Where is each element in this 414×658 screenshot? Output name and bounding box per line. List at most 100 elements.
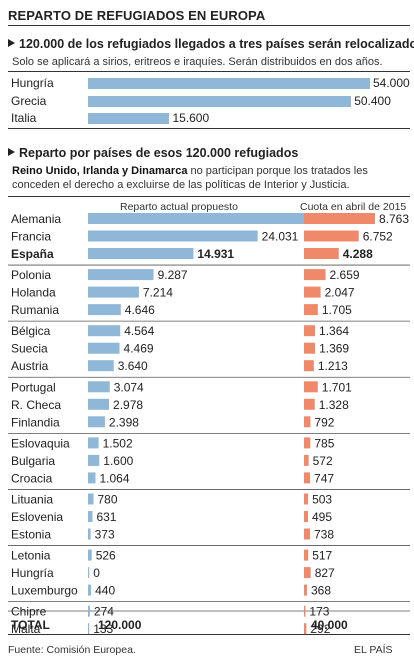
proposed-bar — [88, 454, 100, 466]
quota-bar — [304, 605, 306, 617]
proposed-bar — [88, 623, 90, 635]
quota-bar — [304, 567, 311, 579]
quota-bar — [304, 213, 375, 224]
proposed-bar — [88, 528, 91, 540]
proposed-value-label: 1.502 — [103, 436, 133, 450]
country-label: Chipre — [11, 605, 47, 619]
country-label: Bulgaria — [11, 454, 55, 468]
chart1-value-label: 15.600 — [172, 111, 210, 125]
quota-bar — [304, 437, 311, 449]
proposed-bar — [88, 493, 94, 505]
quota-value-label: 2.659 — [330, 268, 360, 282]
quota-value-label: 517 — [312, 549, 332, 563]
proposed-bar — [88, 213, 310, 224]
proposed-bar — [88, 360, 114, 372]
quota-bar — [304, 269, 326, 281]
total-col2: 40.000 — [311, 618, 348, 632]
chart1-bar — [88, 78, 370, 89]
country-label: Rumania — [11, 303, 59, 317]
quota-value-label: 827 — [315, 566, 335, 580]
country-label: Luxemburgo — [11, 584, 78, 598]
quota-value-label: 8.763 — [379, 212, 409, 226]
quota-bar — [304, 286, 321, 298]
country-label: Lituania — [11, 493, 53, 507]
col2-header: Cuota en abril de 2015 — [300, 201, 407, 213]
section2-rule-top — [8, 196, 410, 197]
proposed-value-label: 4.646 — [125, 303, 155, 317]
quota-bar — [304, 528, 310, 540]
brand-name: EL PAÍS — [354, 644, 393, 656]
country-label: Holanda — [11, 286, 56, 300]
quota-bar — [304, 454, 309, 466]
proposed-bar — [88, 342, 120, 354]
proposed-bar — [88, 398, 110, 410]
proposed-bar — [88, 437, 99, 449]
quota-value-label: 2.047 — [325, 286, 355, 300]
quota-bar — [304, 584, 307, 596]
proposed-value-label: 4.564 — [124, 324, 154, 338]
quota-value-label: 1.369 — [319, 342, 349, 356]
proposed-value-label: 274 — [94, 605, 114, 619]
section2-note-line1: Reino Unido, Irlanda y Dinamarca no part… — [12, 164, 368, 178]
quota-bar — [304, 342, 316, 354]
quota-bar — [304, 381, 318, 393]
proposed-bar — [88, 511, 93, 522]
arrow-bullet-icon — [8, 39, 15, 47]
section1-heading: 120.000 de los refugiados llegados a tre… — [8, 37, 414, 51]
section1-rule-top — [8, 71, 410, 72]
country-label: Hungría — [11, 566, 54, 580]
quota-bar — [304, 304, 318, 316]
proposed-bar — [88, 472, 96, 484]
proposed-value-label: 9.287 — [158, 268, 188, 282]
country-label: Austria — [11, 359, 49, 373]
quota-bar — [304, 398, 315, 410]
arrow-bullet-icon — [8, 148, 15, 156]
proposed-value-label: 7.214 — [143, 286, 173, 300]
country-label: R. Checa — [11, 398, 61, 412]
proposed-value-label: 2.398 — [109, 415, 139, 429]
proposed-value-label: 1.064 — [100, 471, 130, 485]
proposed-value-label: 373 — [95, 528, 115, 542]
country-label: Estonia — [11, 528, 51, 542]
chart1-value-label: 54.000 — [373, 76, 410, 90]
proposed-value-label: 0 — [93, 566, 100, 580]
country-label: España — [11, 247, 54, 261]
section2-heading-text: Reparto por países de esos 120.000 refug… — [19, 146, 299, 160]
section2-heading: Reparto por países de esos 120.000 refug… — [8, 146, 298, 160]
proposed-bar — [88, 567, 90, 579]
quota-value-label: 1.701 — [322, 380, 352, 394]
quota-value-label: 503 — [312, 493, 332, 507]
chart1-category-label: Hungría — [11, 76, 54, 90]
total-label: TOTAL — [11, 618, 50, 632]
country-label: Alemania — [11, 212, 61, 226]
proposed-bar — [88, 584, 92, 596]
country-label: Finlandia — [11, 415, 60, 429]
proposed-bar — [88, 416, 105, 428]
quota-bar — [304, 472, 311, 484]
quota-value-label: 4.288 — [343, 247, 373, 261]
proposed-value-label: 3.640 — [118, 359, 148, 373]
country-label: Eslovenia — [11, 510, 63, 524]
proposed-bar — [88, 230, 258, 242]
proposed-value-label: 1.600 — [103, 454, 133, 468]
country-label: Francia — [11, 230, 51, 244]
section2-rule-bottom — [8, 634, 410, 635]
proposed-bar — [88, 549, 92, 561]
proposed-value-label: 780 — [98, 493, 118, 507]
proposed-bar — [88, 325, 121, 337]
proposed-value-label: 440 — [95, 584, 115, 598]
country-label: Bélgica — [11, 324, 51, 338]
chart-title: REPARTO DE REFUGIADOS EN EUROPA — [8, 8, 266, 23]
quota-value-label: 1.364 — [319, 324, 349, 338]
proposed-bar — [88, 269, 154, 281]
country-label: Polonia — [11, 268, 51, 282]
quota-value-label: 1.328 — [319, 398, 349, 412]
total-col1: 120.000 — [98, 618, 142, 632]
chart1-category-label: Grecia — [11, 93, 47, 108]
proposed-bar — [88, 381, 110, 393]
proposed-value-label: 3.074 — [114, 380, 144, 394]
source-note: Fuente: Comisión Europea. — [8, 644, 136, 656]
section2-note-line2: conceden el derecho a excluirse de las p… — [12, 179, 350, 191]
quota-value-label: 792 — [314, 415, 334, 429]
